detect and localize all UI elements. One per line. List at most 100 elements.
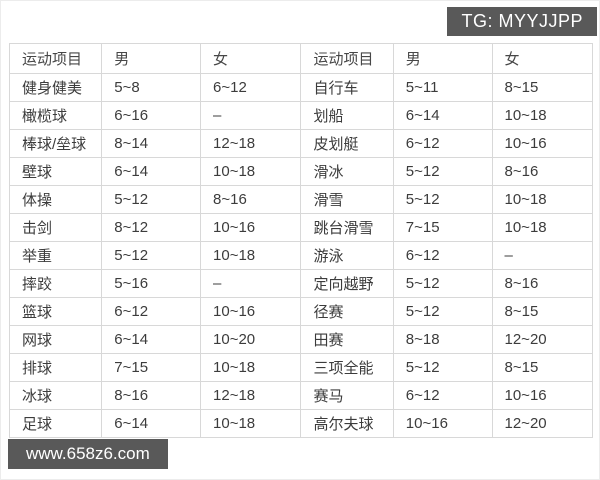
age-range-cell: 5~12: [392, 297, 493, 326]
age-range-cell: 12~20: [491, 409, 593, 438]
age-range-cell: 10~20: [200, 325, 302, 354]
table-row: 足球 6~14 10~18 高尔夫球 10~16 12~20: [8, 409, 593, 438]
sport-name-cell: 网球: [8, 325, 103, 354]
age-range-cell: –: [200, 101, 302, 130]
header-cell: 运动项目: [300, 43, 394, 74]
age-range-cell: 8~12: [101, 213, 202, 242]
sport-name-cell: 体操: [8, 185, 103, 214]
age-range-cell: 6~12: [101, 297, 202, 326]
age-range-cell: 10~16: [491, 129, 593, 158]
age-range-cell: 10~18: [491, 185, 593, 214]
table-row: 冰球 8~16 12~18 赛马 6~12 10~16: [8, 381, 593, 410]
table-row: 网球 6~14 10~20 田赛 8~18 12~20: [8, 325, 593, 354]
age-range-cell: 5~12: [101, 185, 202, 214]
table-row: 举重 5~12 10~18 游泳 6~12–: [8, 241, 593, 270]
age-range-cell: 10~18: [200, 241, 302, 270]
age-range-cell: 10~16: [392, 409, 493, 438]
header-cell: 女: [491, 43, 593, 74]
age-range-cell: 10~16: [491, 381, 593, 410]
age-range-cell: 12~18: [200, 129, 302, 158]
age-range-cell: 8~15: [491, 73, 593, 102]
sport-name-cell: 足球: [8, 409, 103, 438]
age-range-cell: 10~16: [200, 213, 302, 242]
sport-name-cell: 棒球/垒球: [8, 129, 103, 158]
age-range-cell: 8~14: [101, 129, 202, 158]
age-range-cell: 8~16: [491, 269, 593, 298]
age-range-cell: 8~18: [392, 325, 493, 354]
sport-name-cell: 壁球: [8, 157, 103, 186]
age-range-cell: 10~18: [200, 353, 302, 382]
age-range-cell: 8~16: [101, 381, 202, 410]
age-range-cell: 6~14: [392, 101, 493, 130]
age-range-cell: 6~14: [101, 409, 202, 438]
header-cell: 男: [101, 43, 202, 74]
age-range-cell: 5~12: [392, 353, 493, 382]
age-range-cell: –: [491, 241, 593, 270]
table-header-row: 运动项目男女运动项目男女: [8, 43, 593, 74]
table-row: 摔跤 5~16– 定向越野 5~12 8~16: [8, 269, 593, 298]
sport-name-cell: 皮划艇: [300, 129, 394, 158]
age-range-cell: 6~12: [392, 241, 493, 270]
age-range-cell: 6~16: [101, 101, 202, 130]
table-body: 健身健美 5~8 6~12 自行车 5~11 8~15 橄榄球 6~16– 划船 6~14 10~1…: [8, 73, 593, 438]
sport-name-cell: 高尔夫球: [300, 409, 394, 438]
sport-name-cell: 冰球: [8, 381, 103, 410]
age-range-cell: 5~16: [101, 269, 202, 298]
sport-name-cell: 排球: [8, 353, 103, 382]
sports-age-table: 运动项目男女运动项目男女 健身健美 5~8 6~12 自行车 5~11 8~15 橄榄球 6~…: [8, 43, 593, 438]
table-row: 击剑 8~12 10~16 跳台滑雪 7~15 10~18: [8, 213, 593, 242]
sport-name-cell: 三项全能: [300, 353, 394, 382]
age-range-cell: 8~16: [491, 157, 593, 186]
sport-name-cell: 篮球: [8, 297, 103, 326]
age-range-cell: 8~15: [491, 297, 593, 326]
age-range-cell: 6~12: [200, 73, 302, 102]
age-range-cell: 5~12: [392, 185, 493, 214]
age-range-cell: 8~16: [200, 185, 302, 214]
age-range-cell: 7~15: [101, 353, 202, 382]
age-range-cell: 7~15: [392, 213, 493, 242]
header-cell: 运动项目: [8, 43, 103, 74]
telegram-contact-badge: TG: MYYJJPP: [447, 7, 597, 36]
age-range-cell: 6~12: [392, 129, 493, 158]
table-row: 橄榄球 6~16– 划船 6~14 10~18: [8, 101, 593, 130]
header-cell: 女: [200, 43, 302, 74]
sport-name-cell: 滑雪: [300, 185, 394, 214]
age-range-cell: 5~12: [392, 157, 493, 186]
age-range-cell: 6~14: [101, 325, 202, 354]
age-range-cell: 6~12: [392, 381, 493, 410]
age-range-cell: 5~8: [101, 73, 202, 102]
sport-name-cell: 健身健美: [8, 73, 103, 102]
sport-name-cell: 定向越野: [300, 269, 394, 298]
age-range-cell: 10~18: [200, 157, 302, 186]
table-row: 棒球/垒球 8~14 12~18 皮划艇 6~12 10~16: [8, 129, 593, 158]
website-watermark: www.658z6.com: [8, 439, 168, 469]
sport-name-cell: 橄榄球: [8, 101, 103, 130]
age-range-cell: 12~18: [200, 381, 302, 410]
sport-name-cell: 举重: [8, 241, 103, 270]
table-row: 体操 5~12 8~16 滑雪 5~12 10~18: [8, 185, 593, 214]
age-range-cell: 8~15: [491, 353, 593, 382]
age-range-cell: 10~18: [491, 101, 593, 130]
header-cell: 男: [392, 43, 493, 74]
sport-name-cell: 田赛: [300, 325, 394, 354]
age-range-cell: 6~14: [101, 157, 202, 186]
sport-name-cell: 摔跤: [8, 269, 103, 298]
sport-name-cell: 击剑: [8, 213, 103, 242]
age-range-cell: 5~12: [101, 241, 202, 270]
age-range-cell: 5~11: [392, 73, 493, 102]
sport-name-cell: 游泳: [300, 241, 394, 270]
sport-name-cell: 自行车: [300, 73, 394, 102]
table-row: 健身健美 5~8 6~12 自行车 5~11 8~15: [8, 73, 593, 102]
age-range-cell: 10~18: [491, 213, 593, 242]
sport-name-cell: 滑冰: [300, 157, 394, 186]
age-range-cell: 10~18: [200, 409, 302, 438]
table-row: 壁球 6~14 10~18 滑冰 5~12 8~16: [8, 157, 593, 186]
age-range-cell: 12~20: [491, 325, 593, 354]
sport-name-cell: 划船: [300, 101, 394, 130]
age-range-cell: –: [200, 269, 302, 298]
age-range-cell: 5~12: [392, 269, 493, 298]
table-row: 排球 7~15 10~18 三项全能 5~12 8~15: [8, 353, 593, 382]
table-row: 篮球 6~12 10~16 径赛 5~12 8~15: [8, 297, 593, 326]
sport-name-cell: 径赛: [300, 297, 394, 326]
